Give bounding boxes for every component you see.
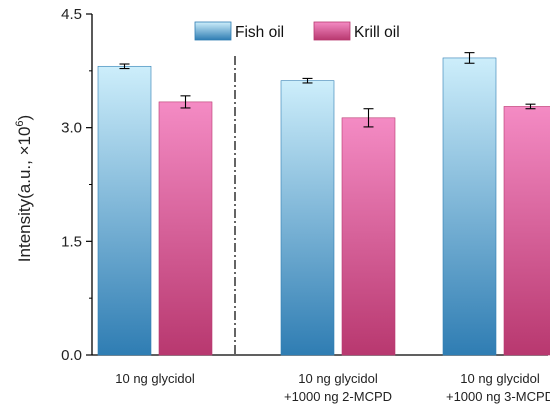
y-tick-label: 0.0 xyxy=(61,347,82,364)
bar-krill-oil xyxy=(341,117,396,356)
y-tick-label: 4.5 xyxy=(61,6,82,23)
bar-krill-oil xyxy=(158,101,213,356)
x-category-label: 10 ng glycidol xyxy=(460,371,540,386)
bar-fish-oil xyxy=(442,57,497,356)
x-category-label: 10 ng glycidol xyxy=(115,371,195,386)
legend-label: Fish oil xyxy=(235,24,284,41)
x-category-label: +1000 ng 2-MCPD xyxy=(284,389,392,404)
legend-swatch-krill-oil xyxy=(313,21,351,41)
x-category-label: 10 ng glycidol xyxy=(298,371,378,386)
x-category-label: +1000 ng 3-MCPD xyxy=(446,389,550,404)
y-tick-label: 1.5 xyxy=(61,233,82,250)
legend-label: Krill oil xyxy=(354,24,400,41)
bar-fish-oil xyxy=(280,80,335,356)
y-tick-label: 3.0 xyxy=(61,120,82,137)
bar-krill-oil xyxy=(503,106,550,356)
y-axis-label: Intensity(a.u., ×106) xyxy=(14,115,34,262)
bar-fish-oil xyxy=(97,65,152,356)
legend-swatch-fish-oil xyxy=(194,21,232,41)
